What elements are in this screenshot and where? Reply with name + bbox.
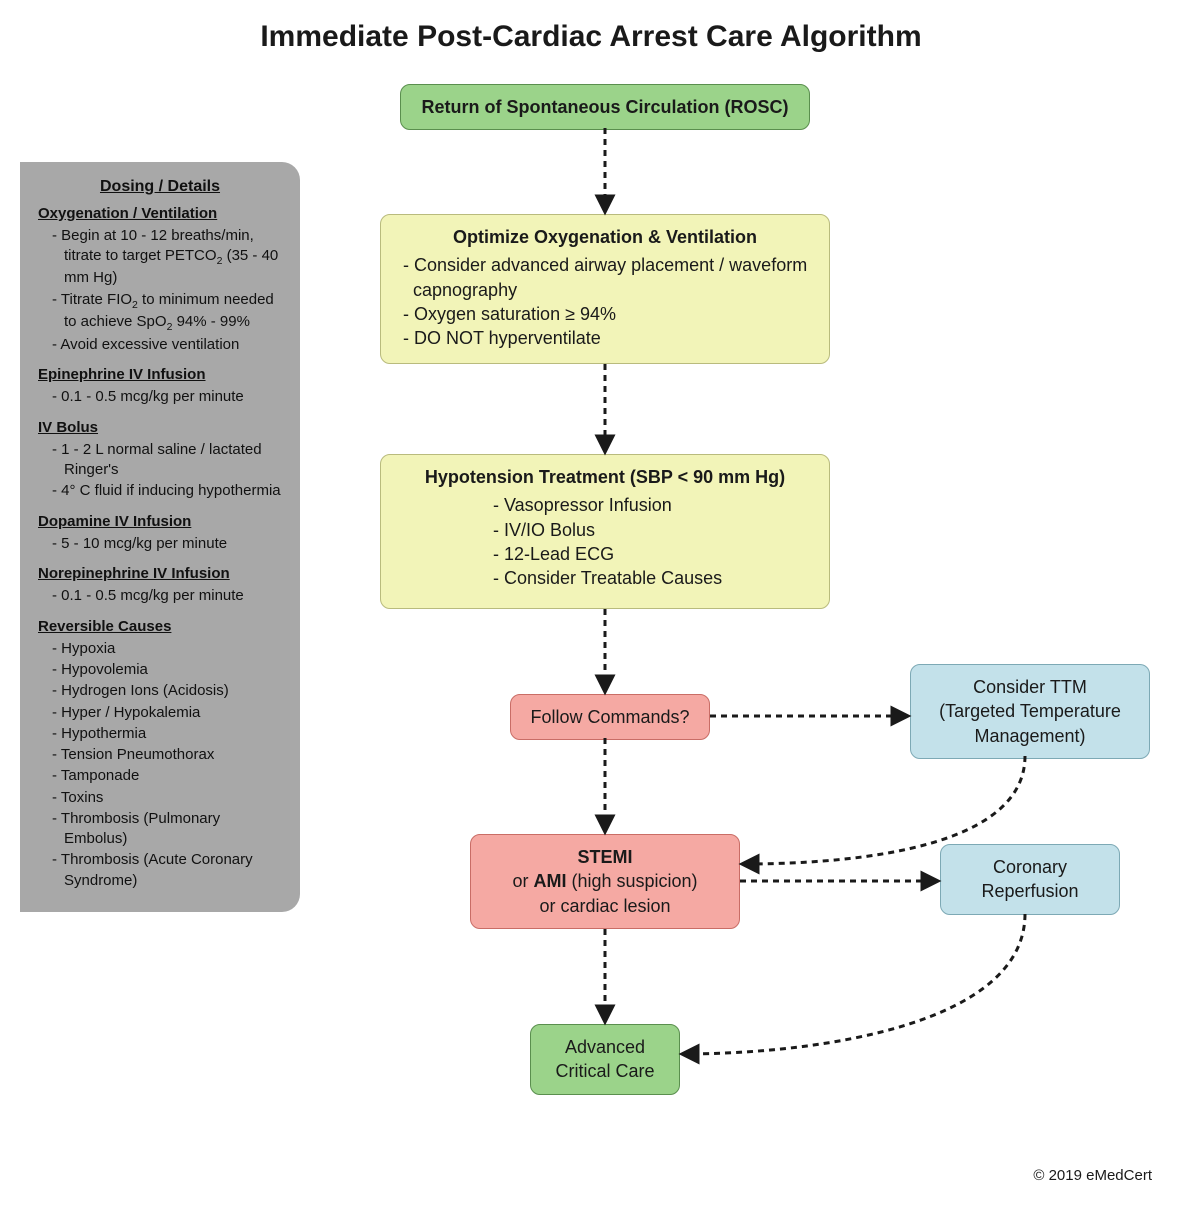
node-ttm-label: Consider TTM(Targeted TemperatureManagem… (939, 677, 1121, 746)
node-advanced-critical-care: AdvancedCritical Care (530, 1024, 680, 1095)
sidebar-section-heading: IV Bolus (38, 418, 282, 438)
sidebar-item: 5 - 10 mcg/kg per minute (50, 534, 282, 554)
node-hypotension: Hypotension Treatment (SBP < 90 mm Hg) V… (380, 454, 830, 609)
node-optimize-oxygenation: Optimize Oxygenation & Ventilation Consi… (380, 214, 830, 364)
sidebar-item: Tamponade (50, 766, 282, 786)
sidebar-item: Thrombosis (Acute Coronary Syndrome) (50, 850, 282, 891)
sidebar-section-list: 0.1 - 0.5 mcg/kg per minute (38, 586, 282, 606)
sidebar-item: Tension Pneumothorax (50, 745, 282, 765)
node-rosc: Return of Spontaneous Circulation (ROSC) (400, 84, 810, 130)
diagram-canvas: Dosing / Details Oxygenation / Ventilati… (20, 84, 1162, 1184)
node-coronary-reperfusion: CoronaryReperfusion (940, 844, 1120, 915)
node-item: Consider advanced airway placement / wav… (399, 253, 811, 302)
node-stemi-label: STEMIor AMI (high suspicion)or cardiac l… (512, 847, 697, 916)
sidebar-item: 1 - 2 L normal saline / lactated Ringer'… (50, 440, 282, 481)
sidebar-section-heading: Oxygenation / Ventilation (38, 204, 282, 224)
sidebar-section-list: Begin at 10 - 12 breaths/min, titrate to… (38, 226, 282, 355)
sidebar-section-list: 1 - 2 L normal saline / lactated Ringer'… (38, 440, 282, 502)
sidebar-section-heading: Reversible Causes (38, 617, 282, 637)
node-rosc-label: Return of Spontaneous Circulation (ROSC) (422, 97, 789, 117)
node-reperf-label: CoronaryReperfusion (981, 857, 1078, 901)
node-item: 12-Lead ECG (489, 542, 811, 566)
node-item: IV/IO Bolus (489, 518, 811, 542)
node-follow-label: Follow Commands? (530, 707, 689, 727)
sidebar-item: Hydrogen Ions (Acidosis) (50, 681, 282, 701)
sidebar-item: 4° C fluid if inducing hypothermia (50, 481, 282, 501)
node-stemi: STEMIor AMI (high suspicion)or cardiac l… (470, 834, 740, 929)
node-acc-label: AdvancedCritical Care (555, 1037, 654, 1081)
sidebar-section-list: 0.1 - 0.5 mcg/kg per minute (38, 387, 282, 407)
node-hypo-items: Vasopressor InfusionIV/IO Bolus12-Lead E… (399, 493, 811, 590)
sidebar-section-heading: Norepinephrine IV Infusion (38, 564, 282, 584)
node-item: Oxygen saturation ≥ 94% (399, 302, 811, 326)
sidebar-section-heading: Dopamine IV Infusion (38, 512, 282, 532)
sidebar-item: Hypoxia (50, 639, 282, 659)
node-oxy-heading: Optimize Oxygenation & Ventilation (399, 225, 811, 249)
node-oxy-items: Consider advanced airway placement / wav… (399, 253, 811, 350)
dosing-sidebar: Dosing / Details Oxygenation / Ventilati… (20, 162, 300, 912)
node-item: Vasopressor Infusion (489, 493, 811, 517)
sidebar-title: Dosing / Details (38, 176, 282, 198)
sidebar-item: Thrombosis (Pulmonary Embolus) (50, 809, 282, 850)
node-ttm: Consider TTM(Targeted TemperatureManagem… (910, 664, 1150, 759)
node-item: Consider Treatable Causes (489, 566, 811, 590)
node-item: DO NOT hyperventilate (399, 326, 811, 350)
sidebar-item: 0.1 - 0.5 mcg/kg per minute (50, 387, 282, 407)
sidebar-item: Hypovolemia (50, 660, 282, 680)
sidebar-item: Hypothermia (50, 724, 282, 744)
node-hypo-heading: Hypotension Treatment (SBP < 90 mm Hg) (399, 465, 811, 489)
sidebar-item: Avoid excessive ventilation (50, 335, 282, 355)
page-title: Immediate Post-Cardiac Arrest Care Algor… (20, 20, 1162, 54)
node-follow-commands: Follow Commands? (510, 694, 710, 740)
sidebar-item: 0.1 - 0.5 mcg/kg per minute (50, 586, 282, 606)
copyright: © 2019 eMedCert (1033, 1167, 1152, 1184)
sidebar-item: Begin at 10 - 12 breaths/min, titrate to… (50, 226, 282, 289)
sidebar-item: Hyper / Hypokalemia (50, 703, 282, 723)
sidebar-section-list: 5 - 10 mcg/kg per minute (38, 534, 282, 554)
sidebar-item: Titrate FIO2 to minimum needed to achiev… (50, 290, 282, 334)
sidebar-item: Toxins (50, 788, 282, 808)
sidebar-section-list: HypoxiaHypovolemiaHydrogen Ions (Acidosi… (38, 639, 282, 891)
sidebar-section-heading: Epinephrine IV Infusion (38, 365, 282, 385)
edge-reperf-acc (682, 914, 1025, 1054)
